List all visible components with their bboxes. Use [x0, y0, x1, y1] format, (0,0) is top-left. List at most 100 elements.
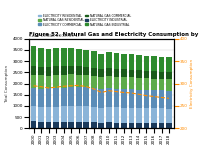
Bar — [53, 66, 59, 75]
Bar — [151, 79, 157, 90]
Bar — [151, 123, 157, 128]
Bar — [166, 72, 172, 79]
Bar — [91, 122, 97, 128]
Bar — [46, 88, 51, 107]
Bar — [144, 108, 149, 123]
Bar — [166, 123, 172, 128]
Bar — [38, 48, 44, 67]
Bar — [151, 90, 157, 108]
Bar — [114, 69, 119, 77]
Bar — [159, 79, 164, 90]
Bar — [46, 76, 51, 88]
Bar — [98, 89, 104, 108]
Bar — [106, 122, 112, 128]
Bar — [76, 106, 82, 122]
Bar — [83, 106, 89, 122]
Bar — [151, 56, 157, 71]
Bar — [121, 123, 127, 128]
Bar — [38, 89, 44, 107]
Bar — [151, 71, 157, 79]
Legend: ELECTRICITY RESIDENTIAL, NATURAL GAS RESIDENTIAL, ELECTRICITY COMMERCIAL, NATURA: ELECTRICITY RESIDENTIAL, NATURAL GAS RES… — [38, 13, 132, 27]
Bar — [136, 123, 142, 128]
Bar — [106, 88, 112, 107]
Bar — [91, 107, 97, 122]
Bar — [114, 89, 119, 107]
Bar — [144, 90, 149, 108]
Bar — [114, 123, 119, 128]
Bar — [53, 75, 59, 88]
Bar — [129, 89, 134, 108]
Bar — [53, 48, 59, 66]
Bar — [76, 66, 82, 75]
Y-axis label: Total Consumption: Total Consumption — [6, 64, 10, 103]
Bar — [98, 69, 104, 77]
Bar — [144, 56, 149, 71]
Bar — [68, 48, 74, 66]
Bar — [144, 123, 149, 128]
Bar — [91, 88, 97, 107]
Bar — [61, 75, 67, 88]
Bar — [83, 87, 89, 106]
Bar — [31, 88, 36, 106]
Bar — [53, 106, 59, 122]
Bar — [166, 57, 172, 72]
Bar — [46, 107, 51, 122]
Bar — [98, 123, 104, 128]
Bar — [136, 70, 142, 78]
Bar — [61, 48, 67, 66]
Bar — [61, 66, 67, 75]
Bar — [166, 109, 172, 123]
Bar — [91, 68, 97, 76]
Bar — [83, 67, 89, 75]
Bar — [159, 123, 164, 128]
Bar — [129, 78, 134, 89]
Bar — [129, 54, 134, 70]
Bar — [31, 121, 36, 128]
Bar — [144, 71, 149, 78]
Bar — [98, 108, 104, 123]
Bar — [129, 108, 134, 123]
Bar — [159, 108, 164, 123]
Bar — [53, 88, 59, 106]
Bar — [31, 75, 36, 88]
Bar — [129, 123, 134, 128]
Bar — [121, 69, 127, 77]
Bar — [129, 70, 134, 78]
Bar — [61, 106, 67, 122]
Y-axis label: Electricity Consumption: Electricity Consumption — [190, 59, 194, 108]
Bar — [98, 54, 104, 69]
Bar — [83, 75, 89, 87]
Bar — [136, 78, 142, 90]
Bar — [106, 107, 112, 122]
Bar — [46, 122, 51, 128]
Bar — [121, 89, 127, 108]
Bar — [46, 49, 51, 67]
Bar — [136, 90, 142, 108]
Bar — [68, 66, 74, 74]
Bar — [121, 54, 127, 69]
Bar — [166, 79, 172, 91]
Bar — [83, 122, 89, 128]
Bar — [68, 87, 74, 106]
Bar — [121, 108, 127, 123]
Bar — [76, 75, 82, 87]
Bar — [144, 78, 149, 90]
Bar — [166, 91, 172, 109]
Bar — [159, 72, 164, 79]
Bar — [76, 87, 82, 106]
Bar — [121, 77, 127, 89]
Bar — [76, 49, 82, 66]
Bar — [68, 122, 74, 128]
Bar — [114, 107, 119, 123]
Bar — [61, 88, 67, 106]
Bar — [38, 122, 44, 128]
Bar — [38, 107, 44, 122]
Bar — [68, 106, 74, 122]
Bar — [76, 122, 82, 128]
Bar — [38, 67, 44, 75]
Bar — [46, 67, 51, 76]
Bar — [114, 77, 119, 89]
Bar — [114, 53, 119, 69]
Bar — [61, 122, 67, 128]
Bar — [106, 76, 112, 88]
